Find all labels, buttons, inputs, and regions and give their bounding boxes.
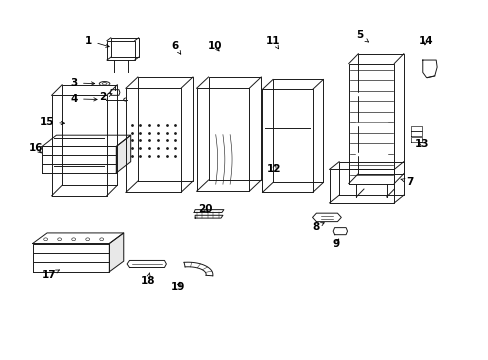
Polygon shape bbox=[358, 54, 403, 174]
Polygon shape bbox=[348, 64, 393, 184]
Polygon shape bbox=[332, 228, 347, 235]
Text: 13: 13 bbox=[414, 139, 428, 149]
Polygon shape bbox=[111, 38, 138, 57]
Text: 15: 15 bbox=[40, 117, 64, 127]
Polygon shape bbox=[33, 233, 123, 243]
Polygon shape bbox=[116, 135, 130, 173]
Polygon shape bbox=[125, 88, 181, 192]
Text: 17: 17 bbox=[41, 270, 59, 280]
Polygon shape bbox=[127, 260, 166, 267]
Text: 4: 4 bbox=[71, 94, 97, 104]
Polygon shape bbox=[109, 233, 123, 272]
Polygon shape bbox=[195, 215, 223, 218]
Text: 18: 18 bbox=[140, 273, 155, 285]
Polygon shape bbox=[110, 90, 120, 95]
Polygon shape bbox=[312, 213, 341, 222]
Text: 19: 19 bbox=[171, 282, 185, 292]
Text: 10: 10 bbox=[207, 41, 222, 51]
Text: 12: 12 bbox=[266, 164, 281, 174]
Text: 5: 5 bbox=[355, 30, 368, 42]
Polygon shape bbox=[107, 41, 135, 60]
Polygon shape bbox=[272, 80, 323, 183]
Text: 2: 2 bbox=[99, 92, 112, 102]
Polygon shape bbox=[42, 135, 130, 147]
Polygon shape bbox=[262, 89, 312, 192]
Polygon shape bbox=[62, 85, 117, 185]
Text: 1: 1 bbox=[85, 36, 109, 47]
Text: 11: 11 bbox=[265, 36, 280, 49]
Polygon shape bbox=[410, 131, 421, 136]
Text: 16: 16 bbox=[29, 143, 43, 153]
Text: 7: 7 bbox=[400, 177, 413, 187]
Polygon shape bbox=[410, 137, 421, 142]
Polygon shape bbox=[339, 162, 403, 195]
Polygon shape bbox=[52, 95, 106, 196]
Text: 3: 3 bbox=[71, 78, 95, 88]
Polygon shape bbox=[208, 77, 261, 180]
Text: 14: 14 bbox=[417, 36, 432, 46]
Polygon shape bbox=[196, 88, 249, 191]
Text: 9: 9 bbox=[332, 239, 339, 248]
Polygon shape bbox=[329, 170, 393, 203]
Text: 8: 8 bbox=[312, 221, 324, 231]
Polygon shape bbox=[42, 147, 116, 173]
Polygon shape bbox=[138, 77, 193, 181]
Polygon shape bbox=[422, 60, 436, 78]
Polygon shape bbox=[33, 243, 109, 272]
Text: 20: 20 bbox=[198, 204, 212, 214]
Polygon shape bbox=[194, 210, 224, 212]
Text: 6: 6 bbox=[171, 41, 181, 54]
Polygon shape bbox=[410, 126, 421, 131]
